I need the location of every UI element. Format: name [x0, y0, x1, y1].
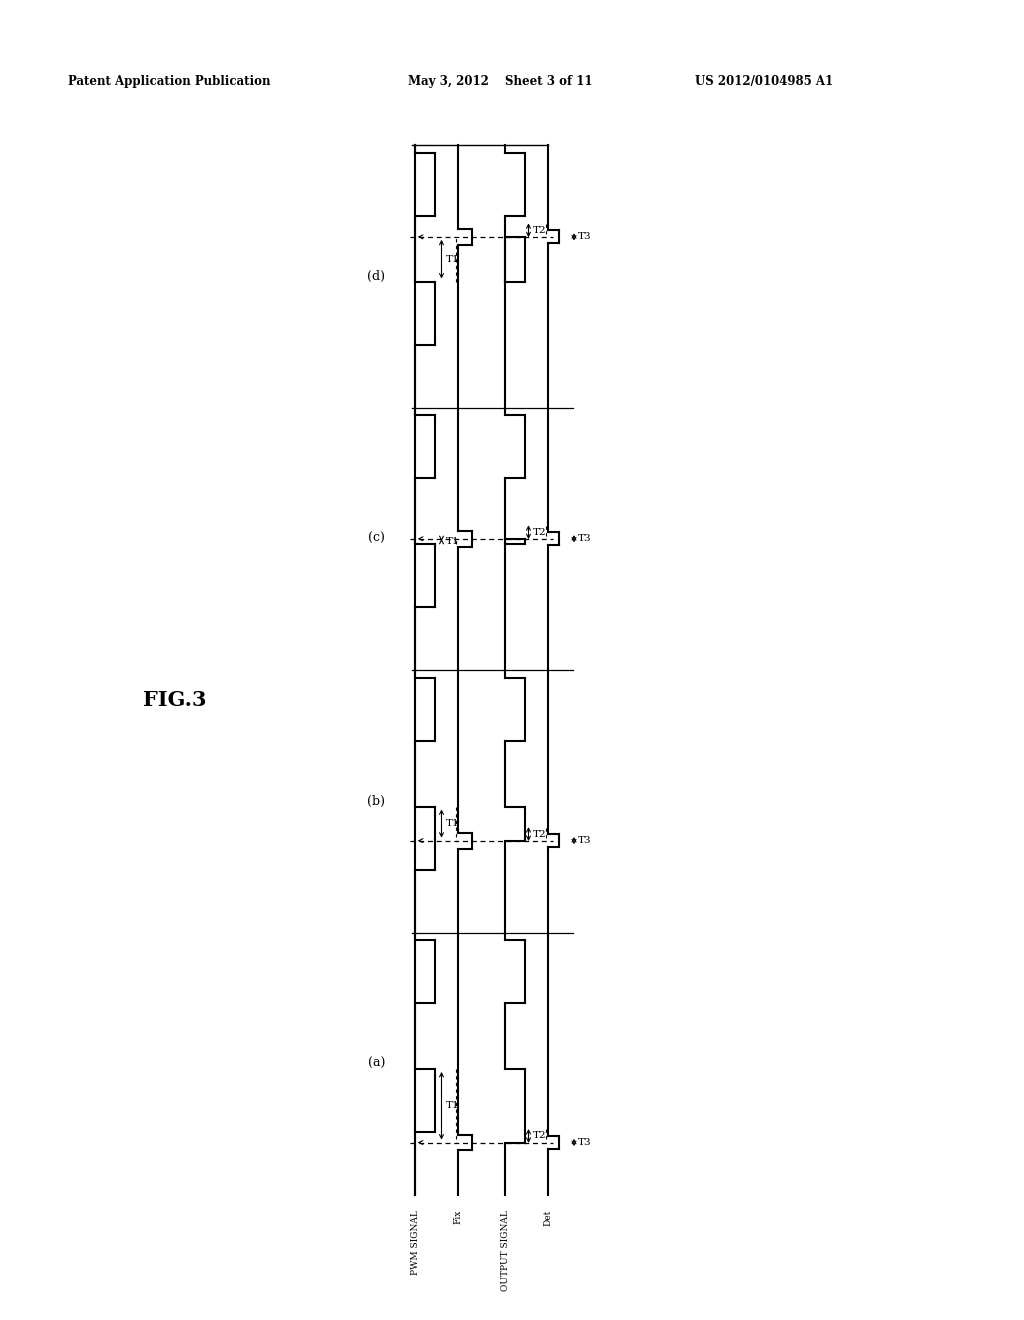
Text: May 3, 2012: May 3, 2012 — [408, 75, 488, 88]
Text: US 2012/0104985 A1: US 2012/0104985 A1 — [695, 75, 834, 88]
Text: T1: T1 — [445, 255, 459, 264]
Text: T2: T2 — [532, 829, 546, 838]
Text: T1: T1 — [445, 820, 459, 828]
Text: (b): (b) — [367, 795, 385, 808]
Text: T1: T1 — [445, 1101, 459, 1110]
Text: Fix: Fix — [454, 1210, 463, 1225]
Text: T2: T2 — [532, 1131, 546, 1140]
Text: FIG.3: FIG.3 — [143, 690, 207, 710]
Text: T2: T2 — [532, 528, 546, 537]
Text: (d): (d) — [367, 269, 385, 282]
Text: (a): (a) — [368, 1057, 385, 1071]
Text: OUTPUT SIGNAL: OUTPUT SIGNAL — [501, 1210, 510, 1291]
Text: T3: T3 — [578, 232, 592, 242]
Text: T2: T2 — [532, 226, 546, 235]
Text: T3: T3 — [578, 535, 592, 544]
Text: Det: Det — [544, 1210, 553, 1226]
Text: PWM SIGNAL: PWM SIGNAL — [411, 1210, 420, 1275]
Text: Sheet 3 of 11: Sheet 3 of 11 — [505, 75, 593, 88]
Text: T3: T3 — [578, 1138, 592, 1147]
Text: (c): (c) — [368, 532, 385, 545]
Text: Patent Application Publication: Patent Application Publication — [68, 75, 270, 88]
Text: T3: T3 — [578, 836, 592, 845]
Text: T1: T1 — [445, 537, 459, 546]
